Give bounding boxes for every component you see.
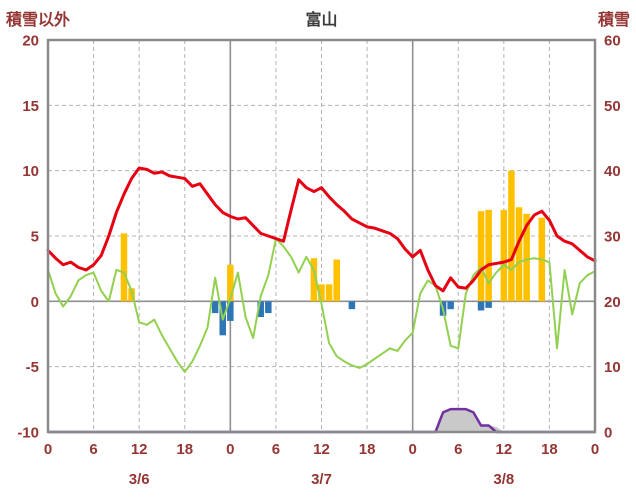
right-tick-label: 10 (604, 359, 621, 376)
right-tick-label: 20 (604, 294, 621, 311)
plot-frame (46, 38, 597, 434)
blue-bar (348, 301, 356, 310)
hour-tick-label: 18 (176, 441, 193, 458)
orange-bar (120, 233, 128, 302)
blue-bar (211, 301, 219, 314)
left-tick-label: 0 (31, 294, 39, 311)
hour-tick-label: 18 (359, 441, 376, 458)
hour-tick-label: 0 (408, 441, 416, 458)
right-axis-title: 積雪 (597, 12, 630, 29)
orange-bar (325, 284, 333, 302)
blue-bar (477, 301, 485, 311)
left-tick-label: -10 (17, 425, 39, 442)
gridlines (48, 40, 595, 432)
left-tick-label: 15 (22, 98, 39, 115)
orange-bar (485, 209, 492, 302)
hour-tick-label: 0 (226, 441, 234, 458)
right-tick-label: 60 (604, 33, 621, 50)
hour-tick-label: 0 (44, 441, 52, 458)
day-label: 3/8 (493, 471, 514, 488)
left-tick-label: -5 (26, 359, 39, 376)
orange-bar (515, 207, 523, 302)
orange-bar (333, 259, 340, 302)
orange-bar (310, 258, 318, 302)
blue-bar (257, 301, 264, 318)
day-label: 3/7 (311, 471, 332, 488)
right-tick-label: 50 (604, 98, 621, 115)
chart-title: 富山 (305, 12, 338, 29)
orange-bar (500, 209, 508, 302)
hour-tick-label: 6 (454, 441, 462, 458)
left-tick-label: 5 (31, 229, 39, 246)
hour-tick-label: 18 (541, 441, 558, 458)
blue-bar (485, 301, 492, 308)
right-tick-label: 0 (604, 425, 612, 442)
hour-tick-label: 12 (131, 441, 148, 458)
left-axis-title: 積雪以外 (6, 12, 71, 29)
orange-bar (227, 264, 234, 302)
orange-bar (523, 213, 530, 302)
blue-bar (447, 301, 454, 310)
right-tick-label: 40 (604, 163, 621, 180)
green-line (47, 237, 596, 373)
temperature-line (46, 166, 597, 293)
blue-bar (227, 301, 234, 321)
hour-tick-label: 0 (591, 441, 599, 458)
orange-bar (508, 170, 515, 302)
left-tick-label: 10 (22, 163, 39, 180)
hour-tick-label: 12 (495, 441, 512, 458)
hour-tick-label: 6 (272, 441, 280, 458)
orange-bar (318, 284, 325, 302)
day-label: 3/6 (129, 471, 150, 488)
right-tick-label: 30 (604, 229, 621, 246)
orange-bar (477, 211, 485, 302)
hour-tick-label: 6 (89, 441, 97, 458)
blue-bar (265, 301, 272, 314)
hour-tick-label: 12 (313, 441, 330, 458)
left-tick-label: 20 (22, 33, 39, 50)
